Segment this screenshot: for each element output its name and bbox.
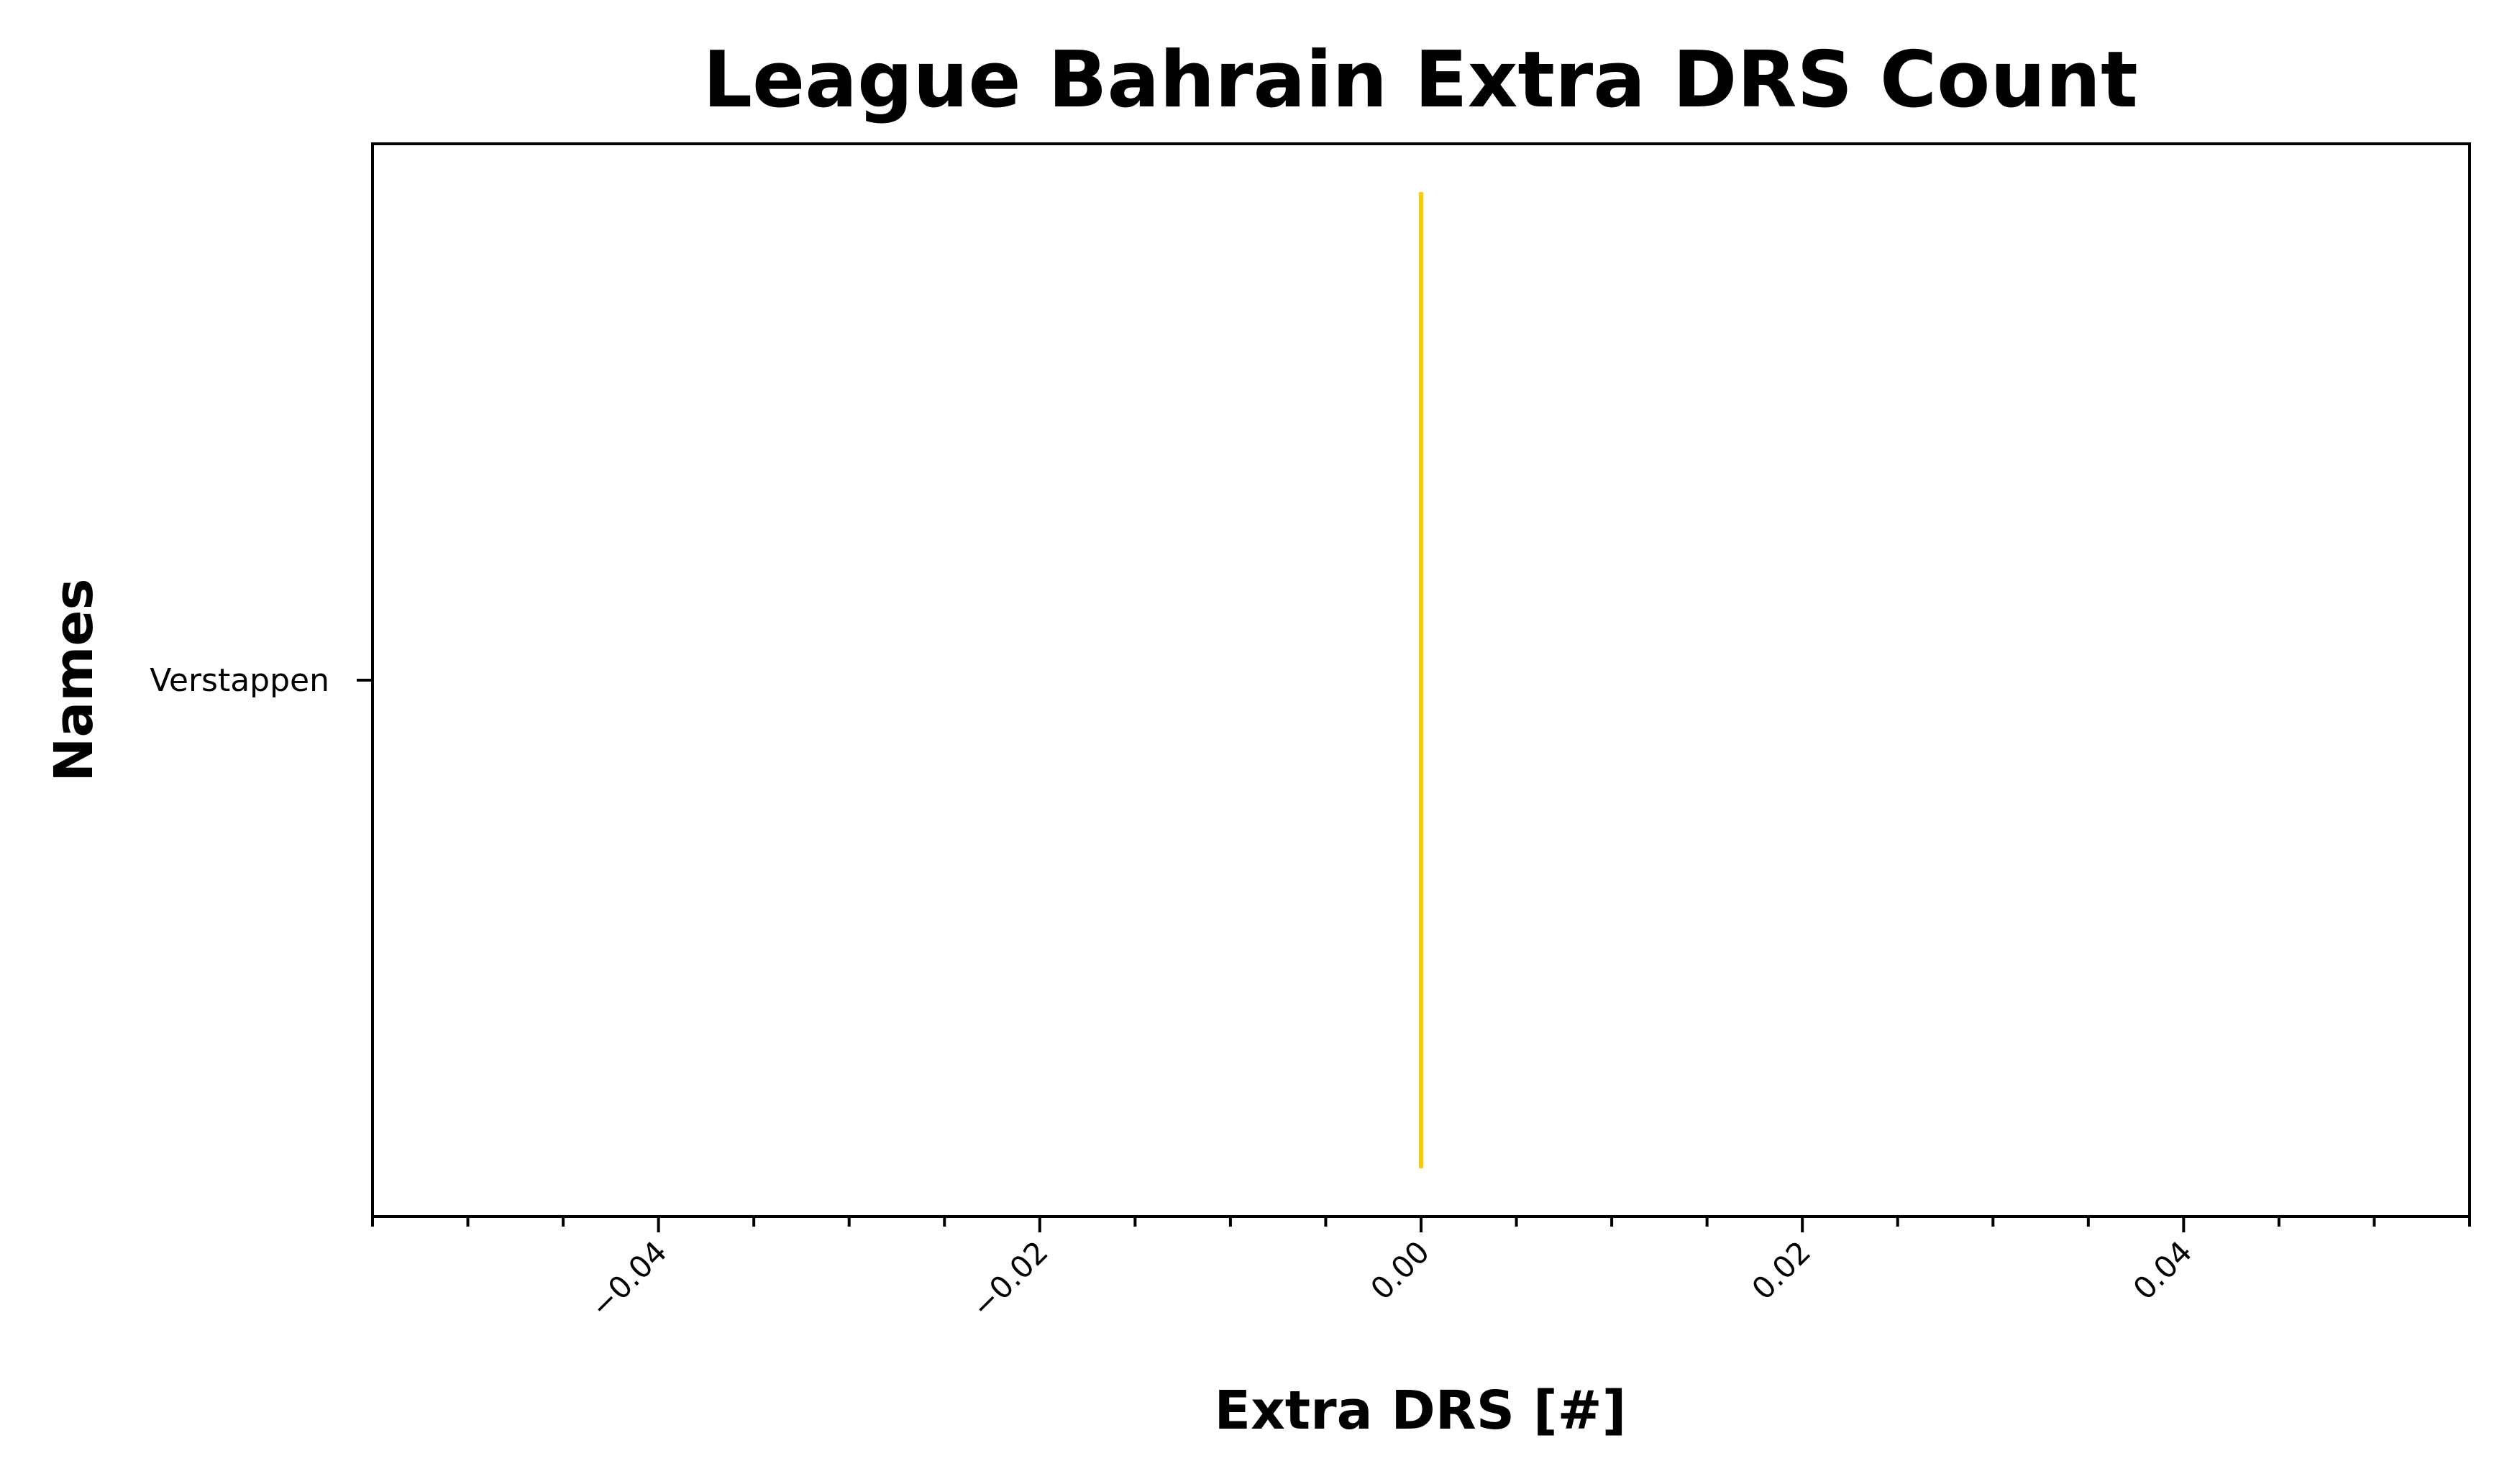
- x-tick-label: 0.04: [2127, 1234, 2199, 1306]
- y-category-label: Verstappen: [150, 662, 329, 699]
- x-tick-label: −0.02: [964, 1234, 1055, 1324]
- bar-verstappen: [1419, 192, 1423, 1168]
- x-axis-label: Extra DRS [#]: [1215, 1380, 1627, 1442]
- x-tick-label: 0.02: [1745, 1234, 1817, 1306]
- x-tick-label: 0.00: [1364, 1234, 1436, 1306]
- chart-title: League Bahrain Extra DRS Count: [703, 35, 2138, 125]
- x-axis-ticks: −0.04 −0.02 0.00 0.02 0.04: [371, 1217, 2471, 1324]
- bar-marks: [1419, 192, 1423, 1168]
- x-tick-label: −0.04: [583, 1234, 674, 1324]
- y-axis-ticks: Verstappen: [150, 662, 373, 699]
- y-axis-label: Names: [43, 578, 105, 782]
